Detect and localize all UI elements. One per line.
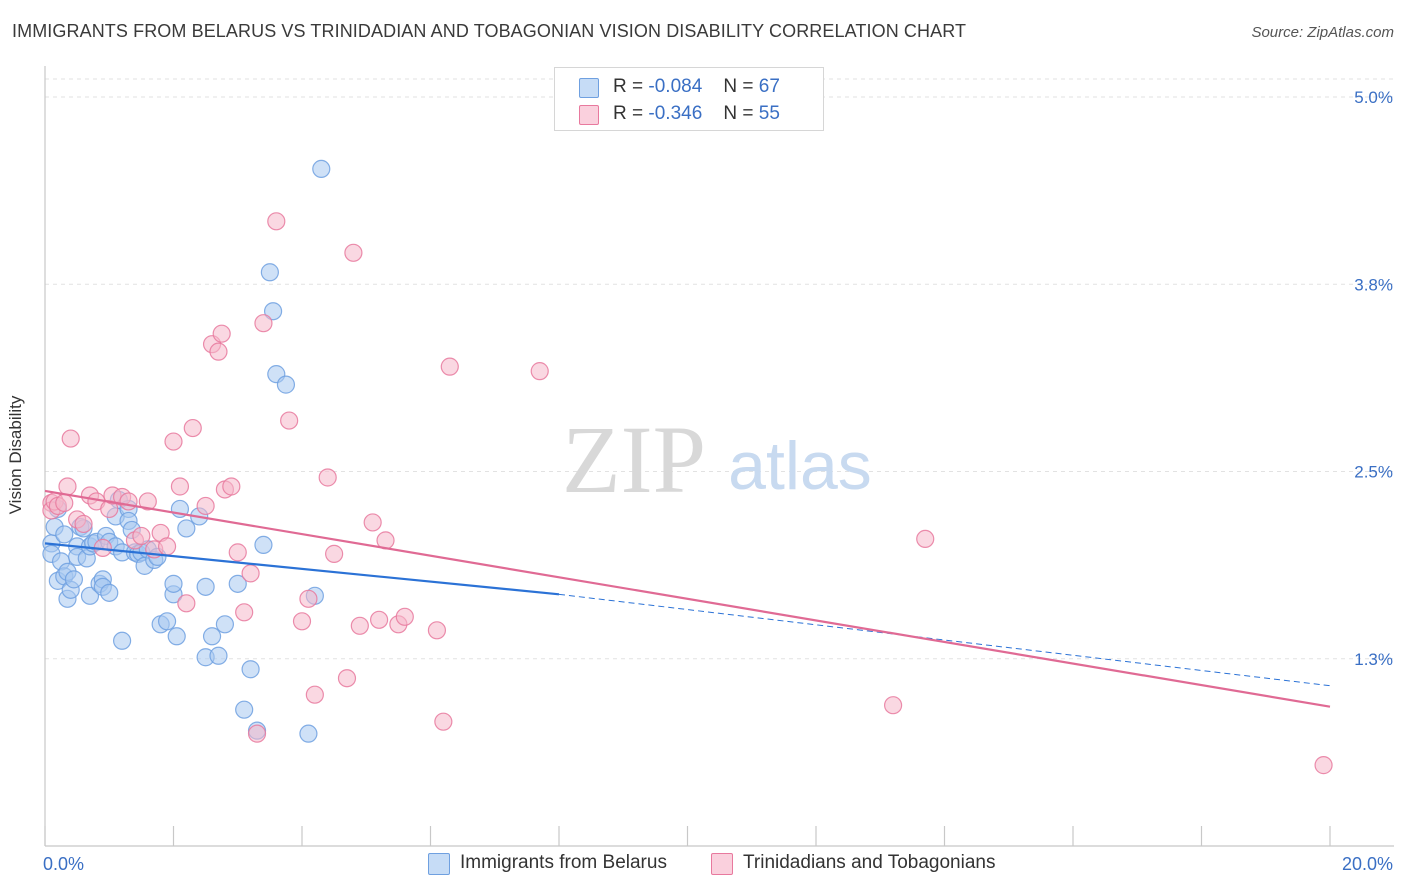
point-trinidad [530,362,549,381]
point-trinidad [241,564,260,583]
legend-r-value: -0.346 [648,103,703,124]
point-trinidad [222,477,241,496]
point-belarus [260,263,279,282]
point-belarus [64,570,84,589]
point-trinidad [440,357,459,376]
y-axis-label: Vision Disability [6,395,25,515]
point-trinidad [305,685,324,704]
point-belarus [228,574,247,593]
y-tick-label: 1.3% [1354,650,1393,669]
legend: R = -0.084 N = 67 R = -0.346 N = 55 [554,67,824,131]
point-trinidad [318,468,337,487]
point-trinidad [157,537,177,556]
point-trinidad [61,429,80,448]
watermark-atlas: atlas [728,428,872,504]
point-belarus [100,583,119,602]
point-trinidad [196,496,215,516]
bottom-legend-swatch-trinidad [711,853,733,875]
point-trinidad [55,493,74,513]
axes [44,66,1394,847]
legend-r-label: R = [613,103,644,124]
point-trinidad [209,342,228,361]
point-trinidad [254,314,273,333]
point-belarus [112,631,132,650]
point-belarus [196,577,215,596]
legend-swatch-belarus [579,78,599,98]
point-belarus [215,615,234,634]
tick-labels: 1.3% 2.5% 3.8% 5.0% 0.0% 20.0% [43,88,1393,874]
point-belarus [235,700,254,719]
x-tick-label: 0.0% [43,854,84,874]
point-trinidad [74,514,93,534]
point-belarus [55,525,74,544]
legend-n-value: 55 [758,103,780,124]
point-trinidad [344,243,363,262]
legend-n-value: 67 [758,76,780,97]
trend-line-belarus-extension [558,593,1331,687]
y-tick-label: 2.5% [1354,463,1393,482]
point-trinidad [58,477,77,496]
point-trinidad [164,432,183,451]
legend-swatch-trinidad [579,105,599,125]
point-trinidad [280,411,299,430]
point-belarus [209,646,228,665]
trend-line-trinidad [44,489,1331,708]
point-trinidad [363,513,382,532]
bottom-legend-label-trinidad: Trinidadians and Tobagonians [743,852,996,873]
point-trinidad [177,594,196,613]
point-trinidad [228,543,247,562]
watermark: ZIP atlas [562,406,872,513]
point-trinidad [434,712,453,731]
y-tick-label: 3.8% [1354,275,1393,294]
point-trinidad [337,669,357,688]
point-trinidad [350,616,369,635]
point-belarus [241,660,260,679]
legend-n-label: N = [723,76,754,97]
point-belarus [80,586,100,605]
point-trinidad [132,526,151,546]
legend-r-value: -0.084 [648,76,703,97]
point-belarus [263,302,283,321]
watermark-zip: ZIP [562,406,706,513]
point-trinidad [267,212,286,231]
trend-line-belarus [44,542,560,596]
bottom-legend-label-belarus: Immigrants from Belarus [460,852,667,873]
point-belarus [276,375,296,394]
point-trinidad [1314,756,1333,775]
point-trinidad [292,612,312,631]
point-trinidad [247,724,267,743]
point-trinidad [299,589,318,608]
point-trinidad [916,529,935,549]
point-trinidad [883,696,903,715]
point-trinidad [212,324,231,343]
point-trinidad [395,607,414,626]
legend-n-label: N = [723,103,754,124]
point-trinidad [138,492,157,511]
legend-r-label: R = [613,76,644,97]
x-tick-label: 20.0% [1342,854,1393,874]
point-belarus [164,574,183,593]
point-belarus [202,627,222,646]
point-belarus [157,612,177,631]
point-belarus [254,535,273,555]
point-belarus [167,627,186,646]
point-trinidad [427,621,447,640]
bottom-legend-swatch-belarus [428,853,450,875]
point-trinidad [170,477,190,496]
point-belarus [299,724,318,743]
point-trinidad [235,603,254,622]
trend-lines [44,489,1331,708]
point-belarus [177,519,196,538]
point-trinidad [325,544,344,563]
point-belarus [312,159,331,179]
chart-title: IMMIGRANTS FROM BELARUS VS TRINIDADIAN A… [12,21,967,41]
point-trinidad [183,418,202,438]
y-tick-label: 5.0% [1354,88,1393,107]
source-label: Source: ZipAtlas.com [1251,24,1394,41]
point-trinidad [370,610,389,629]
point-trinidad [119,492,138,511]
